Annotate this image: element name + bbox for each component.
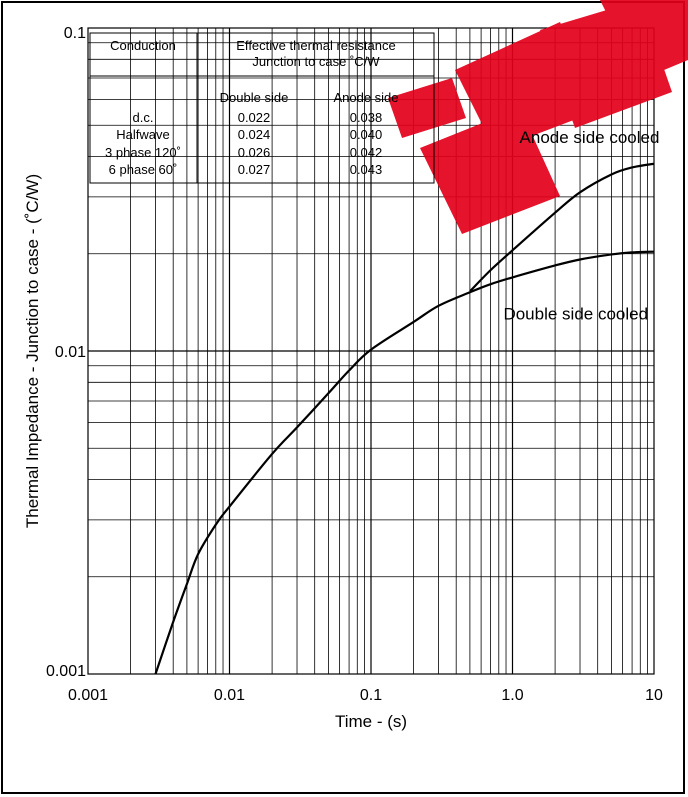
table-row-anode: 0.043 [350, 162, 383, 177]
watermark-stroke-5 [600, 0, 688, 80]
x-tick-label: 0.1 [360, 687, 382, 704]
x-axis-label: Time - (s) [335, 712, 407, 731]
x-tick-label: 1.0 [501, 687, 523, 704]
table-col-anode: Anode side [333, 90, 398, 105]
table-row-conduction: Halfwave [116, 127, 169, 142]
x-tick-label: 0.01 [214, 687, 245, 704]
curve-annotation: Double side cooled [503, 305, 648, 324]
table-row-conduction: 6 phase 60˚ [109, 162, 178, 177]
table-row-double: 0.027 [238, 162, 271, 177]
table-border [89, 32, 435, 184]
curves-layer [154, 162, 655, 675]
series-line-double-side-cooled [154, 250, 655, 675]
tick-labels: 0.001 0.01 0.1 1.0 10 0.001 0.01 0.1 [46, 25, 663, 704]
table-row-double: 0.022 [238, 110, 271, 125]
table-row-double: 0.024 [238, 127, 271, 142]
y-tick-label: 0.01 [55, 344, 86, 361]
y-tick-label: 0.1 [64, 25, 86, 42]
y-axis-label: Thermal Impedance - Junction to case - (… [23, 174, 42, 528]
table-row-conduction: d.c. [133, 110, 154, 125]
watermark-stroke-1 [388, 78, 466, 138]
x-tick-label: 10 [645, 687, 663, 704]
plot-border [87, 27, 655, 675]
curve-annotations: Anode side cooled Double side cooled [503, 128, 660, 324]
table-row-anode: 0.042 [350, 145, 383, 160]
table-row-anode: 0.038 [350, 110, 383, 125]
table-header-resistance-line1: Effective thermal resistance [236, 38, 395, 53]
y-tick-label: 0.001 [46, 663, 86, 680]
table-header-conduction: Conduction [110, 38, 176, 53]
table-header-resistance-line2: Junction to case ˚C/W [252, 54, 380, 69]
watermark-stroke-2 [420, 108, 560, 234]
watermark-logo [388, 0, 688, 234]
series-line-anode-side-cooled [469, 162, 655, 293]
table-row-double: 0.026 [238, 145, 271, 160]
x-tick-label: 0.001 [68, 687, 108, 704]
thermal-resistance-table: Conduction Effective thermal resistance … [89, 32, 435, 184]
curve-annotation: Anode side cooled [520, 128, 660, 147]
table-row-conduction: 3 phase 120˚ [105, 145, 181, 160]
table-row-anode: 0.040 [350, 127, 383, 142]
table-col-double: Double side [220, 90, 289, 105]
